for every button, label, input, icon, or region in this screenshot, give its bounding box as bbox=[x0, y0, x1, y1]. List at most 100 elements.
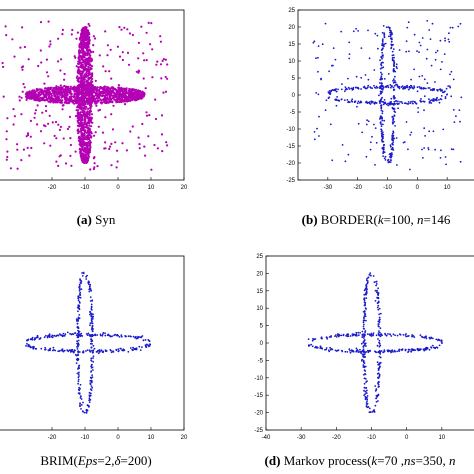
data-point bbox=[76, 129, 79, 132]
data-point bbox=[90, 80, 93, 83]
data-point bbox=[118, 336, 121, 338]
data-point bbox=[131, 348, 134, 351]
data-point bbox=[381, 32, 384, 34]
data-point bbox=[57, 37, 60, 40]
data-point bbox=[381, 39, 384, 42]
data-point bbox=[82, 68, 85, 71]
data-point bbox=[115, 93, 118, 96]
data-point bbox=[99, 334, 102, 337]
data-point bbox=[49, 43, 52, 46]
data-point bbox=[98, 96, 101, 99]
data-point bbox=[374, 404, 377, 407]
y-tick-label: -25 bbox=[254, 428, 263, 434]
data-point bbox=[58, 155, 61, 158]
data-point bbox=[90, 117, 93, 120]
data-point bbox=[73, 349, 76, 351]
data-point bbox=[363, 386, 366, 389]
data-point bbox=[149, 343, 152, 346]
data-point bbox=[74, 115, 78, 118]
data-point bbox=[85, 411, 88, 414]
data-point bbox=[33, 92, 37, 95]
data-point bbox=[53, 134, 56, 137]
data-point bbox=[406, 335, 409, 338]
data-point bbox=[381, 101, 383, 103]
data-point bbox=[85, 26, 88, 29]
data-point bbox=[149, 43, 152, 46]
data-point bbox=[79, 294, 82, 296]
data-point bbox=[434, 58, 437, 61]
data-point bbox=[366, 278, 368, 280]
data-point bbox=[45, 58, 49, 61]
data-point bbox=[66, 331, 69, 334]
data-point bbox=[60, 58, 63, 61]
data-point bbox=[427, 147, 430, 149]
data-point bbox=[440, 95, 443, 97]
data-point bbox=[70, 95, 73, 98]
data-point bbox=[377, 308, 380, 311]
data-point bbox=[106, 89, 110, 92]
data-point bbox=[311, 345, 314, 348]
data-point bbox=[110, 351, 113, 354]
data-point bbox=[87, 118, 90, 121]
data-point bbox=[151, 48, 154, 51]
data-point bbox=[88, 24, 91, 27]
data-point bbox=[395, 63, 398, 66]
data-point bbox=[89, 147, 92, 150]
data-point bbox=[410, 78, 412, 81]
data-point bbox=[402, 334, 405, 336]
data-point bbox=[418, 75, 421, 78]
data-point bbox=[39, 49, 42, 52]
data-point bbox=[363, 339, 366, 341]
caption-letter: (d) bbox=[265, 453, 284, 468]
data-point bbox=[109, 349, 112, 351]
data-point bbox=[366, 389, 368, 392]
data-point bbox=[90, 385, 93, 387]
data-point bbox=[108, 147, 111, 151]
data-point bbox=[389, 161, 392, 164]
data-point bbox=[78, 77, 81, 80]
data-point bbox=[88, 401, 91, 403]
data-point bbox=[115, 166, 118, 169]
data-point bbox=[316, 127, 318, 130]
data-point bbox=[77, 351, 80, 353]
data-point bbox=[143, 145, 146, 148]
data-point bbox=[444, 39, 446, 42]
data-point bbox=[118, 92, 122, 95]
data-point bbox=[72, 95, 75, 98]
data-point bbox=[419, 44, 422, 47]
data-point bbox=[347, 77, 349, 80]
data-point bbox=[383, 33, 386, 36]
data-point bbox=[86, 349, 89, 351]
data-point bbox=[80, 404, 83, 406]
data-point bbox=[78, 59, 81, 62]
x-tick-label: 10 bbox=[444, 185, 451, 191]
data-point bbox=[362, 366, 365, 368]
data-point bbox=[417, 111, 420, 113]
data-point bbox=[449, 26, 452, 29]
data-point bbox=[21, 26, 24, 29]
data-point bbox=[369, 148, 372, 151]
x-tick-label: -30 bbox=[323, 185, 332, 191]
data-point bbox=[439, 157, 442, 159]
y-tick-label: -10 bbox=[254, 376, 263, 382]
data-point bbox=[363, 297, 366, 300]
caption-text: Markov process( bbox=[284, 453, 372, 468]
data-point bbox=[74, 89, 77, 92]
data-point bbox=[82, 52, 85, 55]
data-point bbox=[92, 369, 94, 371]
data-point bbox=[340, 98, 343, 101]
data-point bbox=[129, 347, 132, 349]
data-point bbox=[6, 150, 9, 153]
data-point bbox=[407, 21, 410, 24]
data-point bbox=[377, 47, 379, 50]
data-point bbox=[81, 96, 84, 99]
data-point bbox=[85, 149, 88, 152]
data-point bbox=[33, 116, 36, 119]
data-point bbox=[166, 77, 169, 80]
data-point bbox=[99, 86, 102, 89]
data-point bbox=[165, 141, 168, 144]
data-point bbox=[62, 95, 65, 98]
data-point bbox=[328, 70, 330, 73]
data-point bbox=[110, 164, 113, 167]
data-point bbox=[376, 296, 379, 299]
